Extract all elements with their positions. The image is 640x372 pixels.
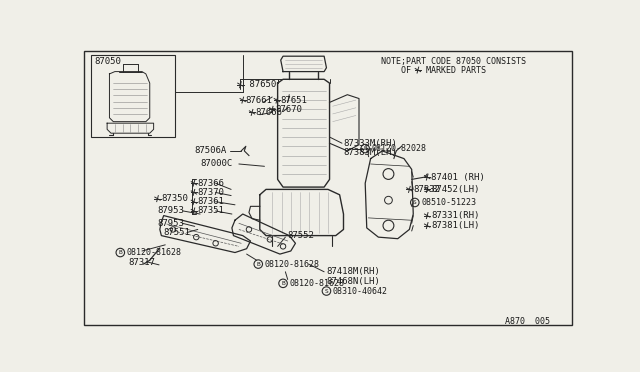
Text: 08120-82028: 08120-82028 <box>371 144 426 153</box>
Text: B: B <box>281 281 285 286</box>
Bar <box>91 55 175 137</box>
Text: A870  005: A870 005 <box>505 317 550 326</box>
Text: 87317: 87317 <box>128 258 155 267</box>
Text: 87650: 87650 <box>244 80 276 89</box>
Text: 87366: 87366 <box>198 179 225 188</box>
Text: 87551: 87551 <box>164 228 191 237</box>
Text: 87651: 87651 <box>280 96 307 105</box>
Text: 87381(LH): 87381(LH) <box>431 221 479 230</box>
Text: S: S <box>324 289 328 294</box>
Text: 87953: 87953 <box>157 206 184 215</box>
Text: 87361: 87361 <box>198 197 225 206</box>
Text: 87532: 87532 <box>413 185 440 194</box>
Text: 87050: 87050 <box>94 57 121 66</box>
Text: 87351: 87351 <box>198 206 225 215</box>
Text: 08120-81628: 08120-81628 <box>127 248 182 257</box>
Text: 87452(LH): 87452(LH) <box>431 185 479 194</box>
Text: MARKED PARTS: MARKED PARTS <box>421 65 486 74</box>
Text: 87418M(RH): 87418M(RH) <box>326 267 380 276</box>
Text: 87333M(RH): 87333M(RH) <box>344 139 397 148</box>
Text: S: S <box>413 200 417 205</box>
Text: 87506A: 87506A <box>195 147 227 155</box>
Text: B: B <box>118 250 122 255</box>
Text: B: B <box>364 146 367 151</box>
Text: 87552: 87552 <box>288 231 315 240</box>
Text: 87661: 87661 <box>246 96 273 105</box>
Text: 87350: 87350 <box>161 194 188 203</box>
Text: 87401 (RH): 87401 (RH) <box>431 173 485 182</box>
Text: OF: OF <box>381 65 416 74</box>
Text: 87331(RH): 87331(RH) <box>431 211 479 220</box>
Text: B: B <box>257 262 260 267</box>
Text: NOTE;PART CODE 87050 CONSISTS: NOTE;PART CODE 87050 CONSISTS <box>381 57 525 66</box>
Text: 87953: 87953 <box>157 219 184 228</box>
Text: 87666: 87666 <box>255 108 282 117</box>
Text: 87670: 87670 <box>275 105 302 114</box>
Text: 08120-81628: 08120-81628 <box>289 279 344 288</box>
Text: 87370: 87370 <box>198 188 225 197</box>
Text: 87000C: 87000C <box>200 160 232 169</box>
Text: 08310-40642: 08310-40642 <box>333 286 388 295</box>
Text: 08510-51223: 08510-51223 <box>421 198 476 207</box>
Text: 87468N(LH): 87468N(LH) <box>326 276 380 286</box>
Text: 08120-81628: 08120-81628 <box>264 260 319 269</box>
Text: 87383M(LH): 87383M(LH) <box>344 148 397 157</box>
